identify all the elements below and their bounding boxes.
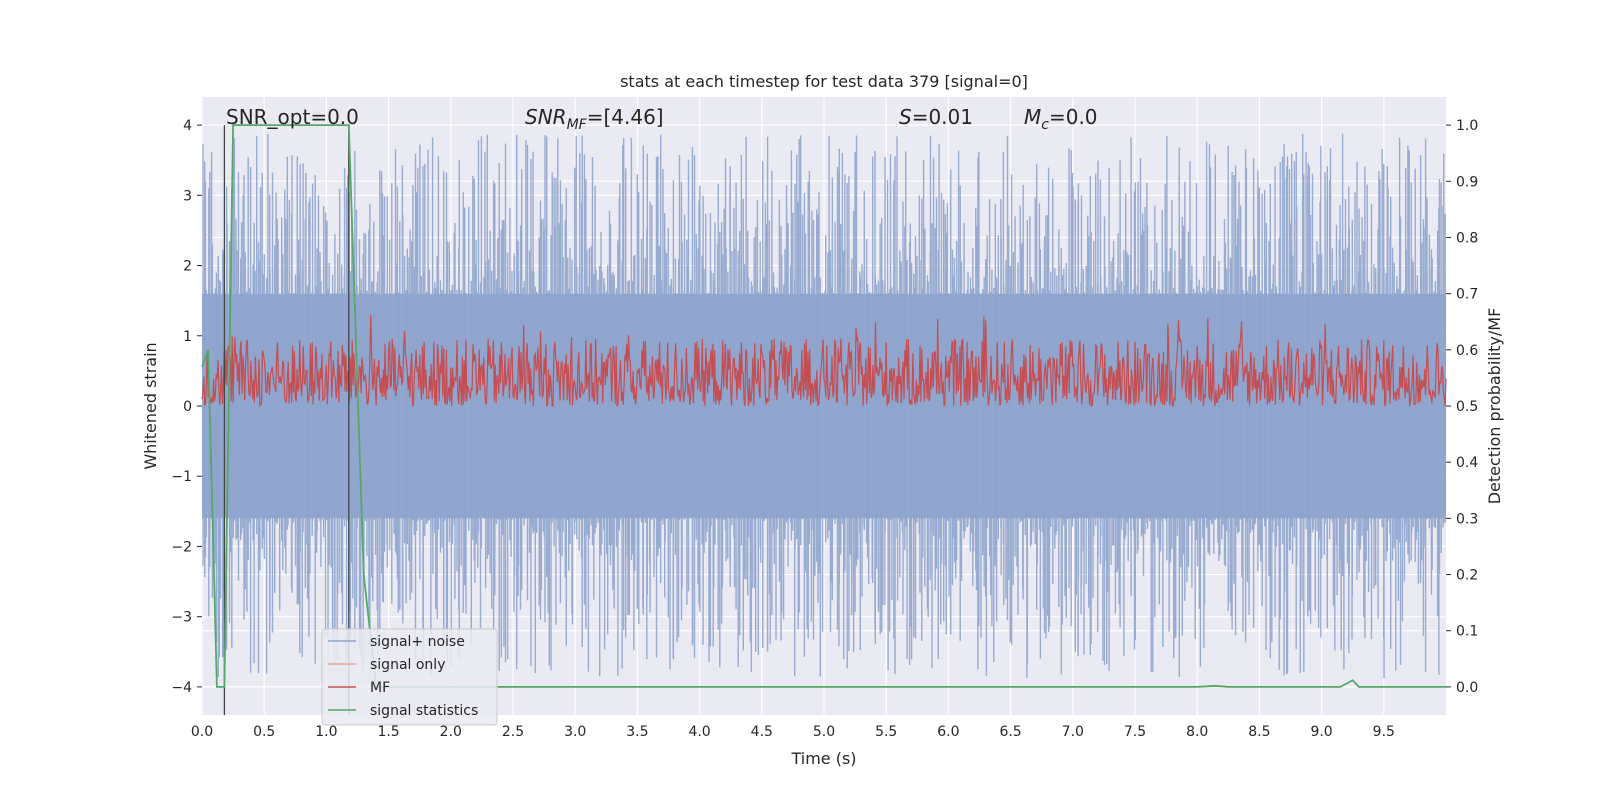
- x-tick-label: 1.5: [377, 724, 399, 740]
- x-tick-label: 9.5: [1373, 724, 1395, 740]
- y2-tick-label: 0.2: [1456, 568, 1478, 584]
- annotation-mc-value: =0.0: [1049, 105, 1098, 129]
- series-mf: [201, 314, 1447, 408]
- y2-tick-label: 0.1: [1456, 624, 1478, 640]
- x-tick-label: 9.0: [1310, 724, 1332, 740]
- legend-label-signal-statistics: signal statistics: [370, 703, 478, 719]
- y2-axis-label: Detection probability/MF: [1485, 308, 1504, 505]
- y2-tick-label: 0.7: [1456, 287, 1478, 303]
- data-layer: [201, 124, 1447, 715]
- x-tick-label: 0.5: [253, 724, 275, 740]
- x-tick-label: 0.0: [191, 724, 213, 740]
- x-tick-label: 4.5: [751, 724, 773, 740]
- y-tick-label: 0: [183, 399, 192, 415]
- legend-label-signal-only: signal only: [370, 657, 445, 673]
- annotation-snr-mf: SNRMF=[4.46]: [525, 105, 664, 133]
- tick-layer: 0.0 0.5 1.0 1.5 2.0 2.5 3.0 3.5 4.0 4.5 5.0 5.5 6.0 6…: [171, 118, 1478, 740]
- annotation-s-value: =0.01: [912, 105, 973, 129]
- x-tick-label: 6.0: [937, 724, 959, 740]
- y2-tick-label: 0.0: [1456, 680, 1478, 696]
- y2-tick-label: 0.4: [1456, 455, 1478, 471]
- chart-title: stats at each timestep for test data 379…: [620, 72, 1028, 91]
- y2-tick-label: 0.6: [1456, 343, 1478, 359]
- x-tick-label: 3.5: [626, 724, 648, 740]
- legend-label-signal-noise: signal+ noise: [370, 634, 465, 650]
- y2-tick-label: 0.5: [1456, 399, 1478, 415]
- x-tick-label: 4.0: [688, 724, 710, 740]
- y-axis-label: Whitened strain: [141, 342, 160, 469]
- x-tick-label: 7.0: [1062, 724, 1084, 740]
- annotation-snr-opt: SNR_opt=0.0: [226, 105, 359, 129]
- x-axis-label: Time (s): [790, 749, 856, 768]
- y-tick-label: 2: [183, 259, 192, 275]
- x-tick-label: 3.0: [564, 724, 586, 740]
- x-tick-label: 8.0: [1186, 724, 1208, 740]
- legend: signal+ noise signal only MF signal stat…: [321, 628, 498, 726]
- annotation-snr-mf-prefix: SNR: [525, 105, 567, 129]
- annotation-mc-symbol: M: [1024, 105, 1041, 129]
- annotation-s: S=0.01: [899, 105, 973, 129]
- annotation-mc: Mc=0.0: [1024, 105, 1098, 133]
- y-tick-label: 1: [183, 329, 192, 345]
- annotation-snr-mf-sub: MF: [567, 117, 588, 133]
- annotation-snr-mf-value: =[4.46]: [587, 105, 664, 129]
- y-tick-label: −3: [171, 610, 192, 626]
- annotation-mc-sub: c: [1041, 117, 1049, 133]
- x-tick-label: 6.5: [999, 724, 1021, 740]
- x-tick-label: 8.5: [1248, 724, 1270, 740]
- x-tick-label: 7.5: [1124, 724, 1146, 740]
- y-tick-label: −1: [171, 469, 192, 485]
- y-tick-label: −2: [171, 539, 192, 555]
- x-tick-label: 2.0: [440, 724, 462, 740]
- x-tick-label: 2.5: [502, 724, 524, 740]
- y2-tick-label: 0.8: [1456, 230, 1478, 246]
- series-signal-noise: [202, 133, 1446, 679]
- x-tick-label: 5.0: [813, 724, 835, 740]
- legend-label-mf: MF: [370, 680, 390, 696]
- x-tick-label: 1.0: [315, 724, 337, 740]
- legend-box: [321, 628, 498, 726]
- y2-tick-label: 0.9: [1456, 174, 1478, 190]
- y-tick-label: 4: [183, 118, 192, 134]
- y2-tick-label: 1.0: [1456, 118, 1478, 134]
- y-tick-label: −4: [171, 680, 192, 696]
- x-tick-label: 5.5: [875, 724, 897, 740]
- annotation-s-symbol: S: [899, 105, 912, 129]
- y2-tick-label: 0.3: [1456, 511, 1478, 527]
- y-tick-label: 3: [183, 188, 192, 204]
